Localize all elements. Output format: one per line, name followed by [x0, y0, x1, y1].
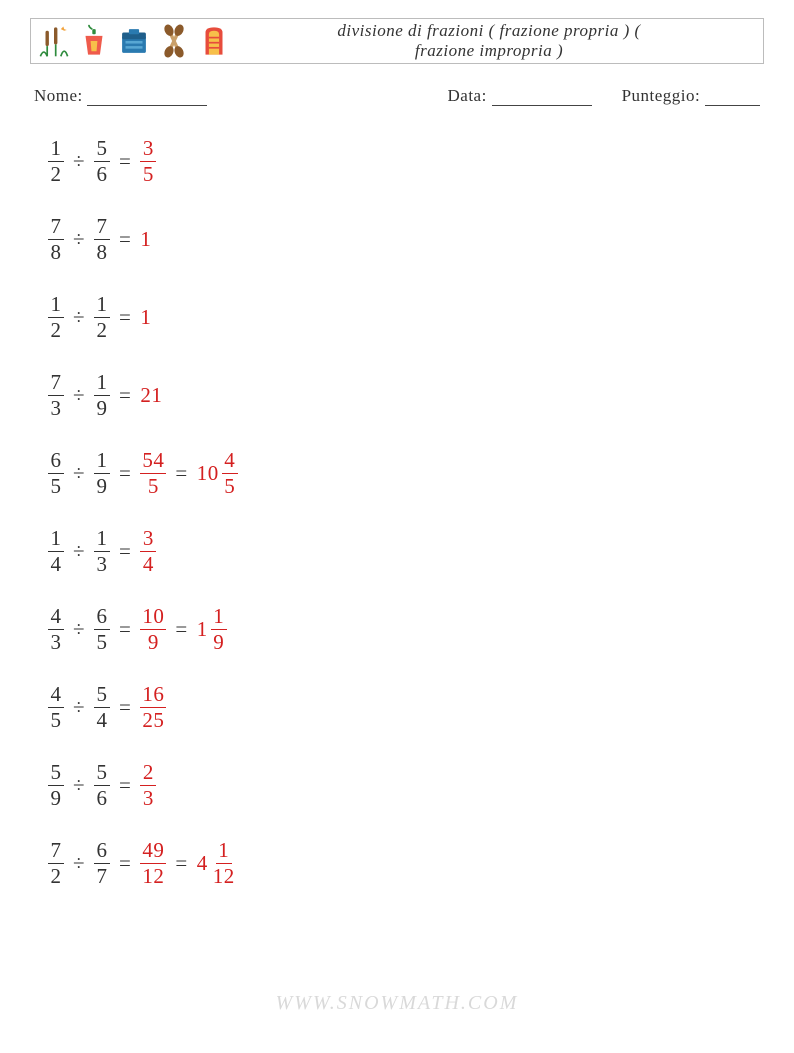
answer: 545 [140, 449, 166, 496]
operator-divide: ÷ [64, 383, 94, 408]
title-line-1: divisione di frazioni ( frazione propria… [231, 21, 747, 41]
name-label: Nome: [34, 86, 83, 106]
operand-a: 65 [48, 449, 64, 496]
answer: 1045 [197, 449, 238, 496]
problem-row: 45÷54=1625 [48, 682, 764, 732]
operator-divide: ÷ [64, 227, 94, 252]
operand-b: 78 [94, 215, 110, 262]
bucket-icon [77, 24, 111, 58]
problem-row: 12÷56=35 [48, 136, 764, 186]
answer: 35 [140, 137, 156, 184]
answer: 1625 [140, 683, 166, 730]
operator-divide: ÷ [64, 851, 94, 876]
answer: 4912 [140, 839, 166, 886]
answer: 119 [197, 605, 227, 652]
operator-divide: ÷ [64, 305, 94, 330]
operand-b: 65 [94, 605, 110, 652]
score-label: Punteggio: [622, 86, 701, 105]
operand-a: 14 [48, 527, 64, 574]
worksheet-title: divisione di frazioni ( frazione propria… [231, 21, 757, 60]
date-field: Data: [448, 86, 592, 106]
cattails-icon [37, 24, 71, 58]
equals-sign: = [110, 773, 140, 798]
problems-list: 12÷56=3578÷78=112÷12=173÷19=2165÷19=545=… [30, 136, 764, 888]
equals-sign: = [166, 851, 196, 876]
title-line-2: frazione impropria ) [231, 41, 747, 61]
equals-sign: = [110, 695, 140, 720]
equals-sign: = [166, 617, 196, 642]
slide-icon [197, 24, 231, 58]
answer: 23 [140, 761, 156, 808]
answer: 1 [140, 305, 151, 330]
problem-row: 73÷19=21 [48, 370, 764, 420]
operand-a: 78 [48, 215, 64, 262]
score-field: Punteggio: [622, 86, 760, 106]
operand-b: 19 [94, 371, 110, 418]
problem-row: 12÷12=1 [48, 292, 764, 342]
operand-a: 72 [48, 839, 64, 886]
operator-divide: ÷ [64, 617, 94, 642]
problem-row: 78÷78=1 [48, 214, 764, 264]
operand-b: 67 [94, 839, 110, 886]
score-blank[interactable] [705, 88, 760, 106]
equals-sign: = [166, 461, 196, 486]
operand-a: 12 [48, 293, 64, 340]
equals-sign: = [110, 617, 140, 642]
date-label: Data: [448, 86, 487, 105]
operator-divide: ÷ [64, 773, 94, 798]
problem-row: 65÷19=545=1045 [48, 448, 764, 498]
equals-sign: = [110, 539, 140, 564]
operand-a: 43 [48, 605, 64, 652]
operator-divide: ÷ [64, 461, 94, 486]
operator-divide: ÷ [64, 539, 94, 564]
equals-sign: = [110, 305, 140, 330]
equals-sign: = [110, 851, 140, 876]
problem-row: 43÷65=109=119 [48, 604, 764, 654]
name-field: Nome: [34, 86, 207, 106]
watermark: WWW.SNOWMATH.COM [0, 992, 794, 1015]
cooler-icon [117, 24, 151, 58]
operand-a: 73 [48, 371, 64, 418]
answer: 21 [140, 383, 162, 408]
operand-b: 54 [94, 683, 110, 730]
operand-b: 56 [94, 761, 110, 808]
answer: 34 [140, 527, 156, 574]
header-bar: divisione di frazioni ( frazione propria… [30, 18, 764, 64]
operand-b: 12 [94, 293, 110, 340]
worksheet-page: divisione di frazioni ( frazione propria… [0, 0, 794, 1053]
equals-sign: = [110, 461, 140, 486]
operator-divide: ÷ [64, 695, 94, 720]
operand-b: 13 [94, 527, 110, 574]
equals-sign: = [110, 149, 140, 174]
name-blank[interactable] [87, 88, 207, 106]
operand-a: 12 [48, 137, 64, 184]
operand-b: 56 [94, 137, 110, 184]
equals-sign: = [110, 383, 140, 408]
problem-row: 72÷67=4912=4112 [48, 838, 764, 888]
operator-divide: ÷ [64, 149, 94, 174]
date-blank[interactable] [492, 88, 592, 106]
problem-row: 14÷13=34 [48, 526, 764, 576]
answer: 4112 [197, 839, 237, 886]
answer: 109 [140, 605, 166, 652]
operand-a: 59 [48, 761, 64, 808]
header-icons [37, 24, 231, 58]
paddles-icon [157, 24, 191, 58]
answer: 1 [140, 227, 151, 252]
form-row: Nome: Data: Punteggio: [30, 86, 764, 106]
operand-b: 19 [94, 449, 110, 496]
problem-row: 59÷56=23 [48, 760, 764, 810]
operand-a: 45 [48, 683, 64, 730]
equals-sign: = [110, 227, 140, 252]
